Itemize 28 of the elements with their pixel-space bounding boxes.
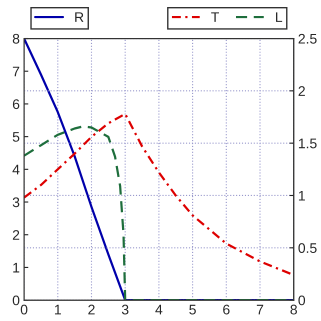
- x-tick-label: 3: [122, 304, 128, 315]
- x-tick-label: 4: [155, 304, 162, 314]
- y2-tick-label: 0.5: [298, 243, 317, 253]
- y-tick-label: 2: [12, 230, 20, 240]
- y2-tick-label: 2: [298, 86, 305, 96]
- x-tick-label: 5: [189, 304, 196, 315]
- y-tick-label: 4: [12, 164, 20, 174]
- y-tick-label: 5: [12, 132, 20, 142]
- x-tick-label: 6: [223, 304, 230, 315]
- x-tick-label: 1: [54, 304, 61, 314]
- legend-label: L: [276, 12, 282, 22]
- y-tick-label: 7: [12, 66, 20, 76]
- y2-tick-label: 0: [298, 295, 306, 306]
- x-tick-label: 8: [290, 304, 297, 315]
- line-series: [24, 38, 294, 300]
- y2-tick-label: 1.5: [298, 138, 317, 148]
- x-tick-label: 2: [88, 304, 95, 314]
- legend-label: R: [75, 12, 84, 22]
- y-tick-label: 6: [12, 99, 20, 110]
- legend-label: T: [211, 12, 220, 22]
- y-tick-label: 0: [12, 295, 20, 306]
- y2-tick-label: 2.5: [298, 34, 317, 44]
- y-tick-label: 1: [13, 262, 20, 272]
- x-tick-label: 0: [20, 304, 28, 315]
- x-tick-label: 7: [256, 304, 264, 314]
- y-tick-label: 3: [12, 197, 20, 208]
- y-tick-label: 8: [12, 34, 20, 44]
- y2-tick-label: 1: [298, 190, 305, 201]
